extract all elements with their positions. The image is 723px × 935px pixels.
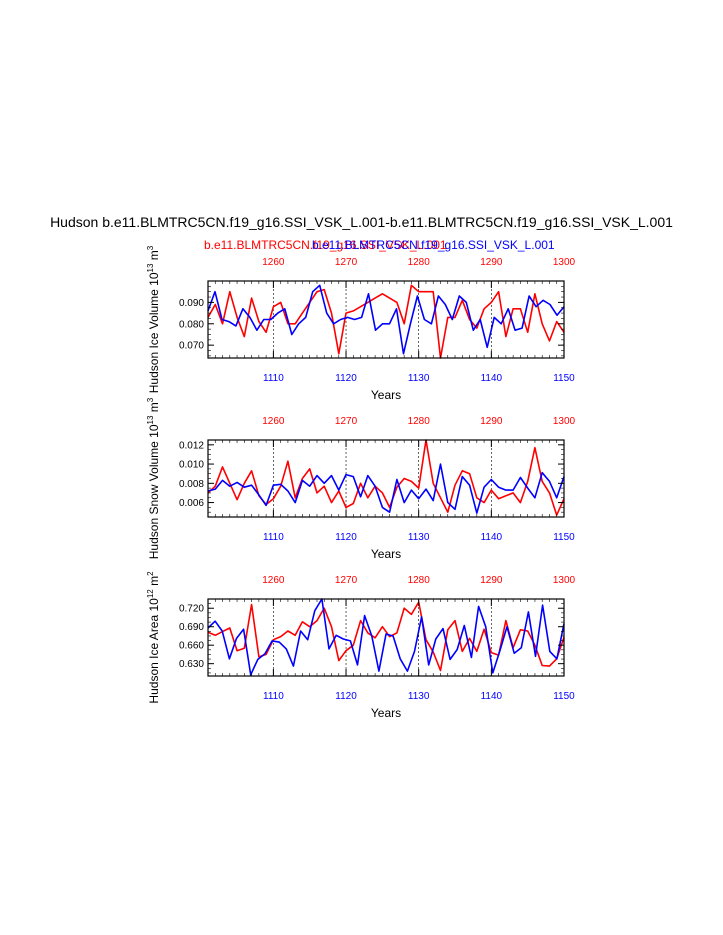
x-axis-label: Years <box>371 388 401 402</box>
x-top-tick-label: 1280 <box>408 257 431 268</box>
x-top-tick-label: 1300 <box>553 416 576 427</box>
y-tick-label: 0.630 <box>179 659 204 670</box>
y-axis-label: Hudson Snow Volume 1013 m3 <box>146 397 161 559</box>
x-top-tick-label: 1290 <box>480 416 503 427</box>
y-tick-label: 0.070 <box>179 341 204 352</box>
x-top-tick-label: 1280 <box>408 416 431 427</box>
y-tick-label: 0.660 <box>179 641 204 652</box>
x-tick-label: 1140 <box>481 532 503 543</box>
plot-frame <box>207 598 565 677</box>
plot-frame <box>207 439 565 518</box>
x-top-tick-label: 1270 <box>335 257 358 268</box>
series-line-blue <box>207 463 565 514</box>
x-tick-label: 1150 <box>553 691 575 702</box>
y-axis-label: Hudson Ice Volume 1013 m3 <box>146 245 161 393</box>
chart-title: Hudson b.e11.BLMTRC5CN.f19_g16.SSI_VSK_L… <box>50 214 673 230</box>
x-tick-label: 1130 <box>408 532 430 543</box>
x-top-tick-label: 1260 <box>262 257 285 268</box>
plot-frame <box>207 280 565 359</box>
x-top-tick-label: 1270 <box>335 575 358 586</box>
series-line-blue <box>207 284 565 355</box>
x-tick-label: 1110 <box>263 373 284 384</box>
x-tick-label: 1110 <box>263 532 284 543</box>
x-axis-label: Years <box>371 706 401 720</box>
y-tick-label: 0.090 <box>179 298 204 309</box>
x-top-tick-label: 1260 <box>262 575 285 586</box>
y-tick-label: 0.012 <box>179 440 204 451</box>
x-tick-label: 1150 <box>553 532 575 543</box>
x-tick-label: 1130 <box>408 373 430 384</box>
x-top-tick-label: 1280 <box>408 575 431 586</box>
series-line-blue <box>207 598 565 676</box>
subtitle-blue: b.e11.BLMTRC5CN.f19_g16.SSI_VSK_L.001 <box>312 238 555 252</box>
chart-panel-2: 1110 1120 1130 1140 1150 1260 1270 1280 1290 1300… <box>146 397 576 561</box>
y-axis-label: Hudson Ice Area 1012 m2 <box>146 571 161 704</box>
y-tick-label: 0.720 <box>179 604 204 615</box>
y-tick-label: 0.690 <box>179 622 204 633</box>
x-top-tick-label: 1300 <box>553 257 576 268</box>
series-line-red <box>207 284 565 359</box>
x-tick-label: 1120 <box>335 691 357 702</box>
x-top-tick-label: 1260 <box>262 416 285 427</box>
subtitle-red: b.e11.BLMTRC5CN.f19_g16.SSI_VSK_L.001 <box>204 238 447 252</box>
x-top-tick-label: 1290 <box>480 257 503 268</box>
chart-panel-3: 1110 1120 1130 1140 1150 1260 1270 1280 1290 1300… <box>146 571 576 720</box>
series-line-red <box>207 439 565 516</box>
y-tick-label: 0.010 <box>179 460 204 471</box>
x-tick-label: 1130 <box>408 691 430 702</box>
y-tick-label: 0.006 <box>179 498 204 509</box>
x-tick-label: 1120 <box>335 373 357 384</box>
y-tick-label: 0.080 <box>179 319 204 330</box>
x-tick-label: 1140 <box>481 373 503 384</box>
x-axis-label: Years <box>371 547 401 561</box>
x-tick-label: 1140 <box>481 691 503 702</box>
x-top-tick-label: 1270 <box>335 416 358 427</box>
series-line-red <box>207 601 565 672</box>
x-tick-label: 1110 <box>263 691 284 702</box>
x-tick-label: 1120 <box>335 532 357 543</box>
chart-panel-1: 1110 1120 1130 1140 1150 1260 1270 1280 1290 1300… <box>146 245 576 402</box>
x-tick-label: 1150 <box>553 373 575 384</box>
x-top-tick-label: 1290 <box>480 575 503 586</box>
y-tick-label: 0.008 <box>179 479 204 490</box>
x-top-tick-label: 1300 <box>553 575 576 586</box>
